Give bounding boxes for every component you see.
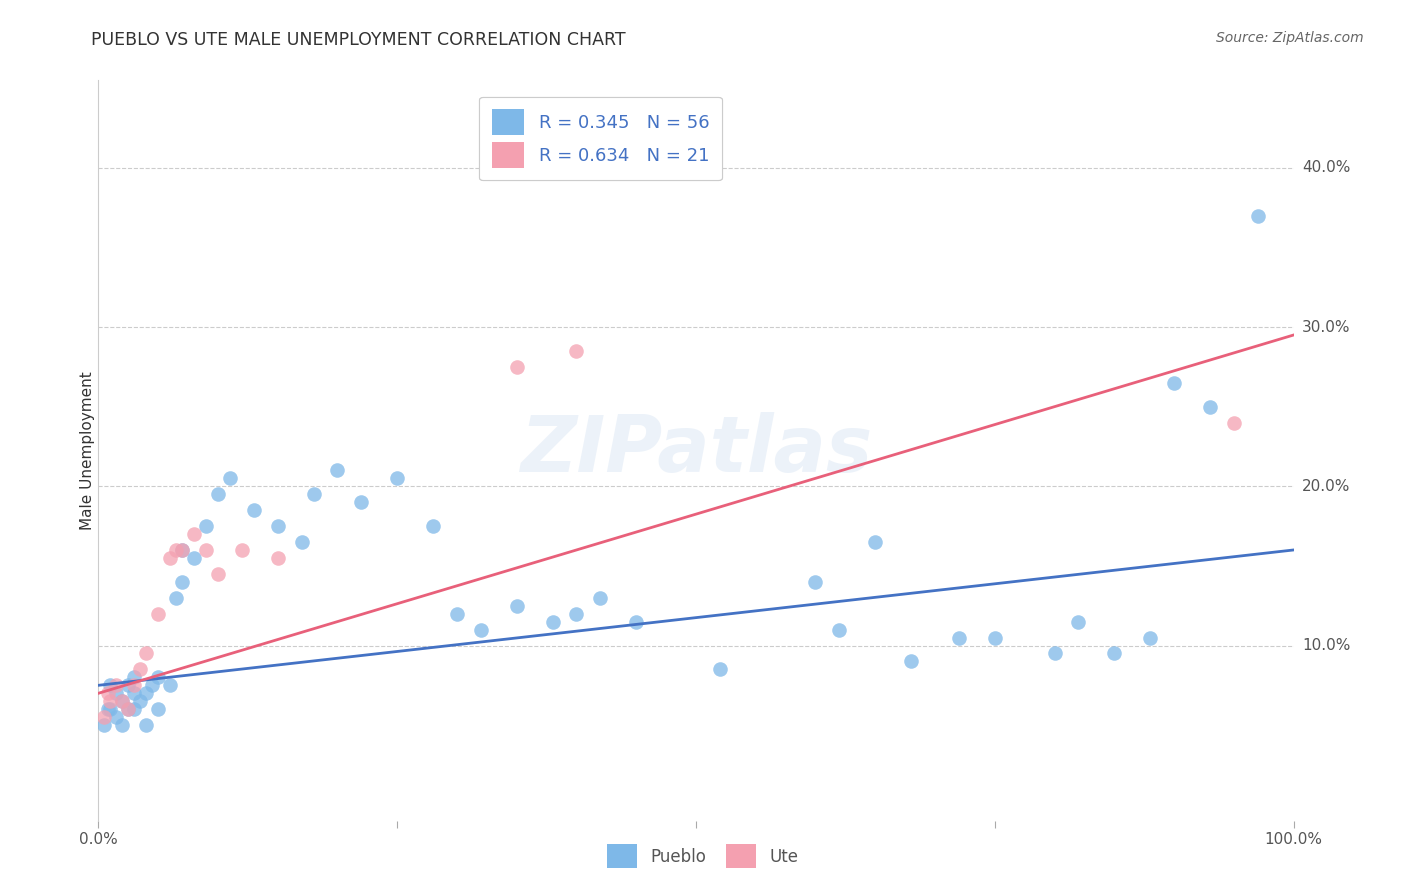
Point	[541, 615, 564, 629]
Point	[93, 718, 115, 732]
Point	[219, 471, 242, 485]
Point	[446, 607, 468, 621]
Point	[183, 550, 205, 565]
Point	[148, 702, 170, 716]
Point	[1139, 631, 1161, 645]
Point	[422, 519, 444, 533]
Point	[865, 535, 887, 549]
Text: Source: ZipAtlas.com: Source: ZipAtlas.com	[1216, 31, 1364, 45]
Point	[231, 543, 253, 558]
Point	[183, 527, 205, 541]
Point	[350, 495, 373, 509]
Point	[135, 686, 157, 700]
Point	[135, 718, 157, 732]
Point	[124, 670, 146, 684]
Point	[709, 662, 731, 676]
Point	[172, 574, 194, 589]
Point	[948, 631, 970, 645]
Point	[195, 519, 218, 533]
Point	[267, 519, 290, 533]
Point	[1104, 647, 1126, 661]
Point	[1163, 376, 1185, 390]
Point	[470, 623, 492, 637]
Point	[148, 670, 170, 684]
Point	[111, 694, 134, 708]
Point	[124, 686, 146, 700]
Text: 30.0%: 30.0%	[1302, 319, 1350, 334]
Text: ZIPatlas: ZIPatlas	[520, 412, 872, 489]
Point	[302, 487, 325, 501]
Point	[98, 678, 122, 692]
Point	[159, 550, 181, 565]
Point	[129, 694, 152, 708]
Point	[97, 702, 120, 716]
Point	[148, 607, 170, 621]
Point	[900, 655, 922, 669]
Point	[984, 631, 1007, 645]
Point	[93, 710, 115, 724]
Point	[506, 359, 529, 374]
Point	[565, 607, 588, 621]
Point	[828, 623, 851, 637]
Point	[105, 710, 128, 724]
Point	[565, 343, 588, 358]
Point	[111, 718, 134, 732]
Point	[243, 503, 266, 517]
Point	[326, 463, 349, 477]
Point	[141, 678, 163, 692]
Point	[124, 702, 146, 716]
Point	[111, 694, 134, 708]
Point	[117, 678, 139, 692]
Point	[804, 574, 827, 589]
Text: 40.0%: 40.0%	[1302, 161, 1350, 176]
Point	[1223, 416, 1246, 430]
Point	[165, 591, 187, 605]
Point	[172, 543, 194, 558]
Y-axis label: Male Unemployment: Male Unemployment	[80, 371, 94, 530]
Point	[124, 678, 146, 692]
Point	[291, 535, 314, 549]
Point	[506, 599, 529, 613]
Point	[105, 686, 128, 700]
Point	[267, 550, 290, 565]
Point	[159, 678, 181, 692]
Text: PUEBLO VS UTE MALE UNEMPLOYMENT CORRELATION CHART: PUEBLO VS UTE MALE UNEMPLOYMENT CORRELAT…	[91, 31, 626, 49]
Point	[172, 543, 194, 558]
Point	[589, 591, 612, 605]
Legend: Pueblo, Ute: Pueblo, Ute	[600, 838, 806, 875]
Text: 10.0%: 10.0%	[1302, 638, 1350, 653]
Point	[1247, 209, 1270, 223]
Point	[129, 662, 152, 676]
Point	[165, 543, 187, 558]
Point	[117, 702, 139, 716]
Point	[98, 694, 122, 708]
Point	[207, 566, 229, 581]
Point	[207, 487, 229, 501]
Point	[105, 678, 128, 692]
Point	[98, 702, 122, 716]
Point	[135, 647, 157, 661]
Point	[97, 686, 120, 700]
Point	[117, 702, 139, 716]
Point	[1043, 647, 1066, 661]
Point	[195, 543, 218, 558]
Legend: R = 0.345   N = 56, R = 0.634   N = 21: R = 0.345 N = 56, R = 0.634 N = 21	[479, 96, 721, 180]
Point	[1199, 400, 1222, 414]
Point	[1067, 615, 1090, 629]
Point	[626, 615, 648, 629]
Text: 20.0%: 20.0%	[1302, 479, 1350, 494]
Point	[385, 471, 409, 485]
